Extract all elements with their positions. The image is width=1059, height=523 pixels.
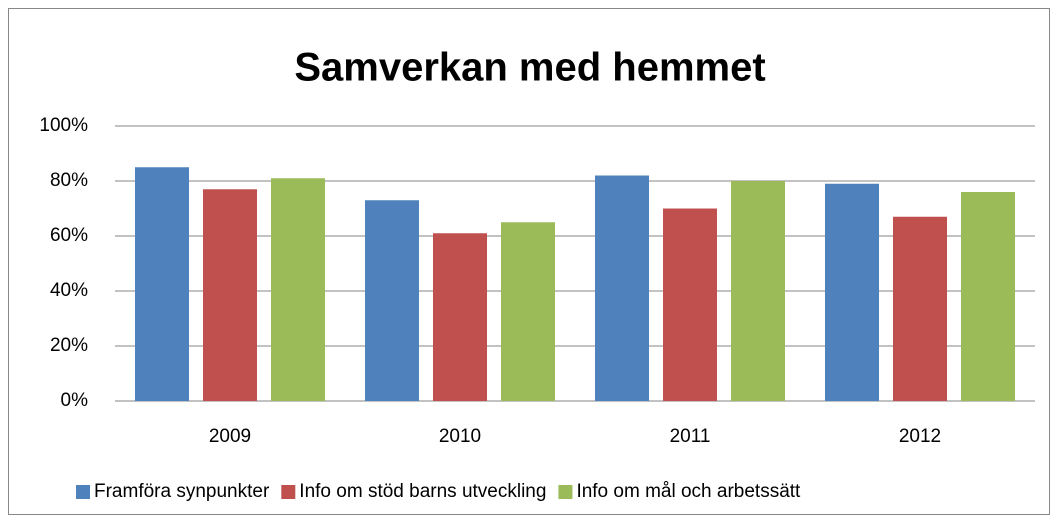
- legend-label: Info om mål och arbetssätt: [576, 481, 801, 502]
- bar: [893, 216, 947, 401]
- bar: [961, 192, 1015, 401]
- bar: [501, 222, 555, 401]
- x-tick-label: 2009: [209, 426, 251, 447]
- bar: [135, 167, 189, 401]
- y-tick-label: 60%: [50, 225, 88, 246]
- legend-label: Framföra synpunkter: [94, 481, 270, 502]
- x-tick-label: 2012: [899, 426, 941, 447]
- bar: [595, 175, 649, 401]
- y-tick-label: 100%: [39, 115, 88, 136]
- legend-swatch: [76, 485, 90, 499]
- bar: [365, 200, 419, 401]
- x-tick-label: 2011: [670, 426, 711, 447]
- legend-swatch: [281, 485, 296, 499]
- bar: [663, 208, 717, 401]
- bar: [433, 233, 487, 401]
- x-tick-label: 2010: [439, 426, 481, 447]
- bar: [203, 189, 257, 401]
- y-tick-label: 20%: [50, 335, 88, 356]
- chart-title: Samverkan med hemmet: [294, 46, 765, 90]
- y-tick-label: 40%: [50, 280, 88, 301]
- bar: [825, 183, 879, 401]
- y-tick-label: 80%: [50, 170, 88, 191]
- legend-label: Info om stöd barns utveckling: [299, 481, 546, 502]
- bar: [731, 181, 785, 401]
- bar: [271, 178, 325, 401]
- y-tick-label: 0%: [61, 390, 89, 411]
- legend-swatch: [558, 485, 573, 499]
